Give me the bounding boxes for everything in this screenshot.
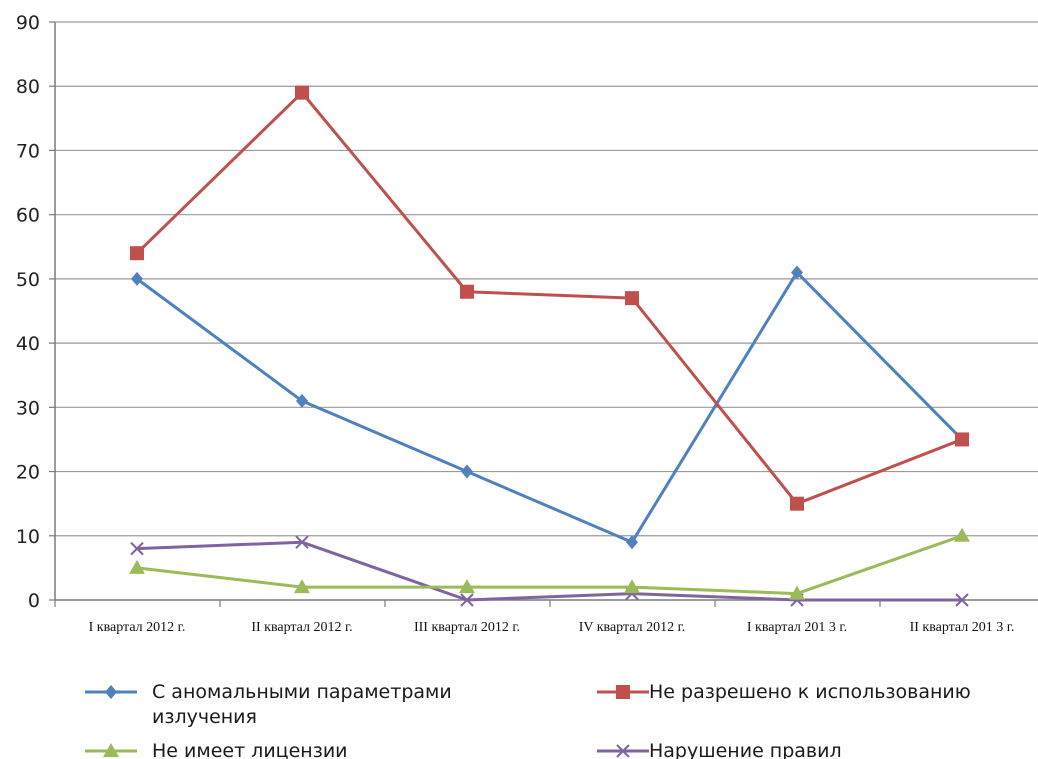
marker-stroke xyxy=(955,593,969,607)
series-line xyxy=(136,540,962,602)
series-line xyxy=(136,270,964,544)
legend-label: Не имеет лицензии xyxy=(152,740,348,759)
data-point xyxy=(790,496,804,511)
data-point xyxy=(294,579,310,594)
series-2 xyxy=(130,85,969,511)
x-tick-label: III квартал 2012 г. xyxy=(414,620,520,635)
y-axis-ticks: 0 10 20 30 40 50 60 70 80 90 xyxy=(16,12,40,612)
data-point xyxy=(625,291,639,306)
legend-swatch-marker xyxy=(105,685,117,699)
y-tick-label: 20 xyxy=(16,462,40,484)
data-point xyxy=(791,265,803,280)
marker-stroke xyxy=(460,593,474,607)
legend-item-2: Не разрешено к использованию xyxy=(597,681,971,703)
y-tick-label: 10 xyxy=(16,526,40,548)
y-tick-label: 50 xyxy=(16,269,40,291)
data-point xyxy=(461,464,473,479)
y-tick-label: 60 xyxy=(16,205,40,227)
data-point xyxy=(459,579,475,594)
legend-label: С аномальными параметрами излучения xyxy=(152,681,452,728)
data-point xyxy=(460,284,474,299)
data-point xyxy=(296,393,308,408)
x-tick-label: IV квартал 2012 г. xyxy=(579,620,686,635)
data-point xyxy=(954,527,970,542)
legend-label: Не разрешено к использованию xyxy=(649,681,971,703)
data-point xyxy=(955,593,969,607)
data-point xyxy=(131,271,143,286)
legend-swatch-marker xyxy=(103,743,119,757)
legend-swatch-marker xyxy=(616,685,630,699)
y-tick-label: 70 xyxy=(16,140,40,162)
legend-label-line: С аномальными параметрами xyxy=(152,681,452,703)
legend-item-4: Нарушение правил xyxy=(597,740,842,759)
series-line xyxy=(135,91,963,506)
data-point xyxy=(129,559,145,574)
data-point xyxy=(460,593,474,607)
y-tick-label: 80 xyxy=(16,76,40,98)
data-point xyxy=(789,585,805,600)
legend-item-1: С аномальными параметрами излучения xyxy=(85,681,452,728)
axes xyxy=(49,21,1038,607)
marker-stroke xyxy=(130,541,144,556)
legend-item-3: Не имеет лицензии xyxy=(85,740,348,759)
grid xyxy=(55,21,1038,537)
data-point xyxy=(624,579,640,594)
y-tick-label: 0 xyxy=(28,590,40,612)
marker-stroke xyxy=(295,535,309,549)
marker-stroke xyxy=(616,744,630,758)
y-tick-label: 90 xyxy=(16,12,40,34)
series-3 xyxy=(129,527,970,600)
series-group xyxy=(129,85,970,607)
legend-swatch-marker xyxy=(616,744,630,758)
x-tick-label: I квартал 201 3 г. xyxy=(747,620,847,635)
legend-label: Нарушение правил xyxy=(649,740,842,759)
data-point xyxy=(626,535,638,550)
x-tick-label: II квартал 201 3 г. xyxy=(910,620,1015,635)
x-axis-ticks: I квартал 2012 г. II квартал 2012 г. III к… xyxy=(89,620,1015,635)
data-point xyxy=(130,246,144,261)
series-line xyxy=(136,534,963,596)
data-point xyxy=(955,432,969,447)
x-tick-label: I квартал 2012 г. xyxy=(89,620,186,635)
y-tick-label: 40 xyxy=(16,333,40,355)
series-4 xyxy=(130,535,969,607)
y-tick-label: 30 xyxy=(16,397,40,419)
legend: С аномальными параметрами излучения Не раз… xyxy=(85,681,971,759)
data-point xyxy=(130,541,144,556)
series-1 xyxy=(131,265,968,550)
data-point xyxy=(295,535,309,549)
x-tick-label: II квартал 2012 г. xyxy=(251,620,352,635)
legend-label-line: излучения xyxy=(152,706,257,728)
data-point xyxy=(295,85,309,100)
